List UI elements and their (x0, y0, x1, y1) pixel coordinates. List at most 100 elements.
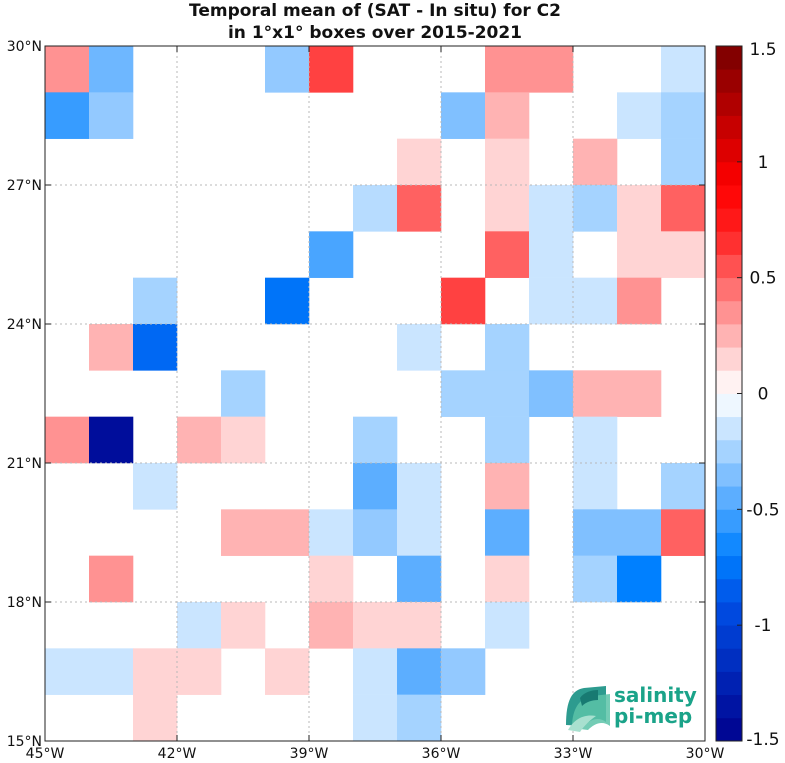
colorbar-bin (716, 138, 742, 163)
heatmap-cell (353, 602, 398, 649)
heatmap-cell (529, 185, 574, 232)
colorbar-bin (716, 92, 742, 116)
colorbar-bin (716, 671, 742, 696)
y-tick-label: 21°N (7, 456, 42, 472)
heatmap-cell (397, 324, 442, 371)
heatmap-cell (177, 416, 222, 464)
heatmap-cell (441, 370, 486, 417)
heatmap-cell (265, 509, 310, 556)
heatmap-cell (309, 555, 354, 603)
colorbar-bin (716, 115, 742, 140)
colorbar-bin (716, 208, 742, 232)
heatmap-cell (573, 277, 618, 325)
colorbar: -1.5 -1 -0.5 0 0.5 1 1.5 (715, 40, 780, 750)
colorbar-bin (716, 532, 742, 557)
colorbar-bin (716, 602, 742, 626)
colorbar-tick-labels: -1.5 -1 -0.5 0 0.5 1 1.5 (737, 40, 780, 750)
heatmap-cell (89, 416, 134, 464)
colorbar-bin (716, 231, 742, 255)
heatmap-cell (45, 92, 90, 139)
x-tick-label: 45°W (26, 746, 65, 762)
heatmap-cell (133, 463, 178, 510)
heatmap-cell (177, 648, 222, 695)
colorbar-bin (716, 694, 742, 719)
heatmap-cell (661, 46, 706, 93)
heatmap-cell (353, 416, 398, 464)
heatmap-cell (89, 648, 134, 695)
heatmap-cell (441, 648, 486, 695)
heatmap-cell (353, 185, 398, 232)
heatmap-cell (397, 602, 442, 649)
colorbar-bin (716, 277, 742, 302)
heatmap-cell (661, 231, 706, 278)
plot-frame (44, 45, 706, 742)
heatmap-cell (45, 648, 90, 695)
colorbar-bin (716, 717, 742, 742)
x-tick-label: 36°W (422, 746, 461, 762)
heatmap-cell (485, 602, 530, 649)
colorbar-bin (716, 648, 742, 672)
x-axis-tick-labels: 45°W 42°W 39°W 36°W 33°W 30°W (26, 746, 725, 762)
colorbar-bin (716, 370, 742, 394)
heatmap-cell (221, 602, 266, 649)
heatmap-cell (265, 46, 310, 93)
heatmap-cell (485, 46, 530, 93)
wave-logo-icon (566, 686, 610, 732)
heatmap-cell (133, 648, 178, 695)
heatmap-cell (265, 648, 310, 695)
colorbar-bin (716, 509, 742, 533)
heatmap-cell (265, 277, 310, 325)
heatmap-cell (397, 185, 442, 232)
colorbar-bin (716, 439, 742, 464)
heatmap-cell (617, 231, 662, 278)
heatmap-cell (309, 509, 354, 556)
colorbar-tick-label: 0.5 (749, 269, 776, 289)
y-tick-label: 27°N (7, 178, 42, 194)
heatmap-cell (441, 277, 486, 325)
heatmap-cell (397, 509, 442, 556)
heatmap-cell (89, 324, 134, 371)
heatmap-cell (133, 694, 178, 742)
heatmap-cell (573, 509, 618, 556)
heatmap-cell (221, 370, 266, 417)
y-tick-label: 18°N (7, 595, 42, 611)
heatmap-cell (133, 324, 178, 371)
heatmap-cell (573, 416, 618, 464)
heatmap-cell (397, 555, 442, 603)
chart-title-line-2: in 1°x1° boxes over 2015-2021 (228, 23, 522, 43)
chart-title: Temporal mean of (SAT - In situ) for C2 … (189, 1, 561, 43)
heatmap-cell (45, 46, 90, 93)
heatmap-cell (573, 555, 618, 603)
x-tick-label: 30°W (686, 746, 725, 762)
colorbar-bin (716, 254, 742, 279)
heatmap-cell (573, 463, 618, 510)
heatmap-cell (573, 138, 618, 186)
colorbar-bin (716, 393, 742, 418)
colorbar-bin (716, 463, 742, 487)
heatmap-cell (353, 463, 398, 510)
colorbar-tick-label: -1.5 (746, 730, 779, 750)
heatmap-cell (177, 602, 222, 649)
colorbar-bin (716, 416, 742, 441)
colorbar-bins (716, 46, 742, 742)
heatmap-cell (309, 46, 354, 93)
heatmap-cell (573, 185, 618, 232)
heatmap-cell (661, 509, 706, 556)
heatmap-cell (353, 648, 398, 695)
heatmap-cell (353, 509, 398, 556)
heatmap-cell (485, 370, 530, 417)
colorbar-bin (716, 46, 742, 70)
salinity-pimep-logo: salinity pi-mep (566, 683, 697, 732)
y-tick-label: 15°N (7, 734, 42, 750)
y-axis-tick-labels: 15°N 18°N 21°N 24°N 27°N 30°N (7, 39, 42, 750)
heatmap-cell (485, 231, 530, 278)
heatmap-cell (529, 46, 574, 93)
heatmap-cell (485, 555, 530, 603)
heatmap-cell (661, 138, 706, 186)
colorbar-bin (716, 625, 742, 649)
heatmap-cell (617, 277, 662, 325)
heatmap-cell (529, 231, 574, 278)
logo-text-pimep: pi-mep (614, 704, 692, 728)
y-tick-label: 30°N (7, 39, 42, 55)
colorbar-bin (716, 161, 742, 186)
